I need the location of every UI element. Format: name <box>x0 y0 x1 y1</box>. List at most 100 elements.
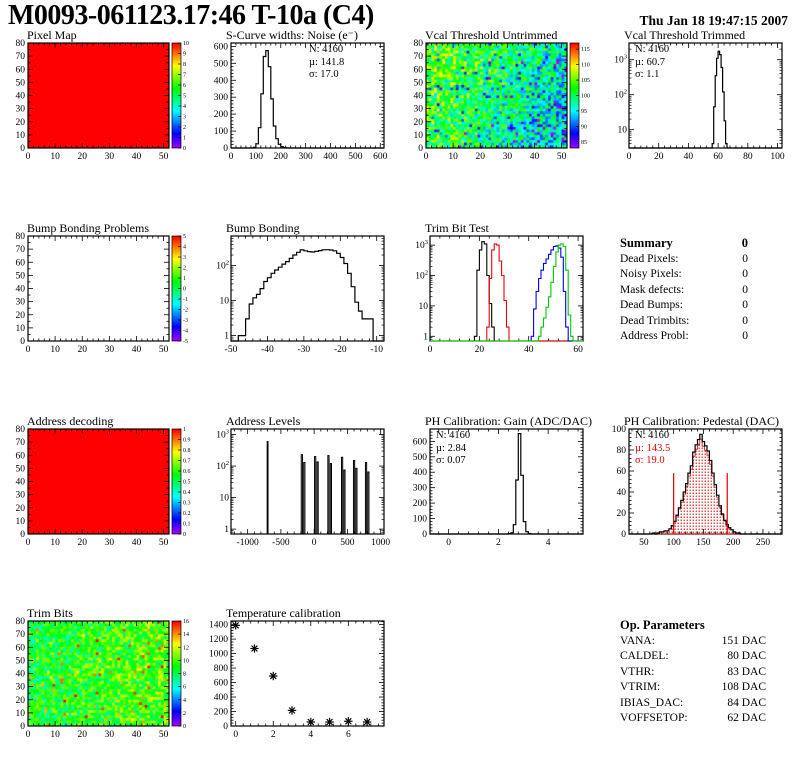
svg-text:90: 90 <box>581 124 587 130</box>
svg-text:30: 30 <box>503 152 513 162</box>
svg-text:40: 40 <box>132 730 142 740</box>
svg-text:60: 60 <box>617 467 627 477</box>
summary-row: Dead Pixels: 0 <box>620 252 748 268</box>
svg-text:100: 100 <box>612 425 627 435</box>
svg-text:80: 80 <box>414 39 424 49</box>
stats-sigma: σ: 17.0 <box>309 69 339 80</box>
plot-title: Address Levels <box>226 414 301 428</box>
op-parameter-row: VOFFSETOP: 62 DAC <box>620 711 766 727</box>
trim-bits-heatmap <box>28 621 169 726</box>
svg-text:20: 20 <box>16 118 26 128</box>
svg-text:6: 6 <box>346 730 351 740</box>
op-parameters-title: Op. Parameters <box>620 618 705 632</box>
svg-text:40: 40 <box>132 345 142 355</box>
summary-value: 0 <box>742 268 748 280</box>
stats-mean: µ: 141.8 <box>309 56 345 68</box>
summary-block: Summary 0 Dead Pixels: 0 Noisy Pixels: 0 M… <box>620 236 748 345</box>
vcal-untrimmed-heatmap <box>426 43 567 148</box>
op-value: 84 DAC <box>727 696 766 709</box>
op-value: 62 DAC <box>727 712 766 724</box>
svg-text:80: 80 <box>743 152 753 162</box>
svg-text:-20: -20 <box>334 345 347 355</box>
page-title: M0093-061123.17:46 T-10a (C4) <box>8 0 374 31</box>
plot-title: Temperature calibration <box>226 606 341 620</box>
plot-vcal-threshold-trimmed: 0 20 40 60 80 100 10 102 103 Vcal Threshold Trim… <box>599 28 795 168</box>
op-value: 80 DAC <box>727 650 766 662</box>
summary-label: Dead Bumps: <box>620 299 683 311</box>
svg-text:1400: 1400 <box>209 621 228 631</box>
svg-text:0: 0 <box>20 144 25 154</box>
svg-text:70: 70 <box>16 245 26 255</box>
summary-label: Dead Trimbits: <box>620 314 690 327</box>
svg-text:1: 1 <box>224 332 229 342</box>
svg-text:50: 50 <box>159 538 169 548</box>
svg-text:103: 103 <box>415 239 428 251</box>
svg-text:50: 50 <box>159 152 169 162</box>
stats-box: N: 4160 µ: 143.5 σ: 19.0 <box>635 430 670 468</box>
svg-text:0: 0 <box>26 538 31 548</box>
stats-mean: µ: 60.7 <box>635 56 665 68</box>
svg-text:70: 70 <box>16 438 26 448</box>
plot-trim-bit-test: 0 20 40 60 1 10 102 103 Trim Bit Test <box>400 221 596 361</box>
op-value: 83 DAC <box>727 665 766 678</box>
timestamp: Thu Jan 18 19:47:15 2007 <box>639 13 788 28</box>
svg-text:-5: -5 <box>183 339 188 345</box>
svg-text:103: 103 <box>614 54 627 66</box>
summary-label: Noisy Pixels: <box>620 268 682 280</box>
svg-text:0: 0 <box>26 152 31 162</box>
svg-text:0: 0 <box>422 530 427 540</box>
svg-text:2: 2 <box>496 538 501 548</box>
op-value: 151 DAC <box>721 634 766 647</box>
stats-n: N: 4160 <box>309 44 344 55</box>
svg-text:40: 40 <box>16 285 26 295</box>
plot-title: PH Calibration: Gain (ADC/DAC) <box>425 414 592 428</box>
svg-text:-10: -10 <box>370 345 383 355</box>
svg-text:20: 20 <box>414 118 424 128</box>
stats-sigma: σ: 0.07 <box>436 455 466 466</box>
svg-text:2: 2 <box>183 711 186 717</box>
svg-text:400: 400 <box>323 152 338 162</box>
trim-bit-test-canvas: 0 20 40 60 1 10 102 103 <box>415 235 584 355</box>
trim-bits-canvas: 0 2 4 6 8 10 12 14 16 0 10 20 30 40 50 0 10 20 30 40 50 60 70 8… <box>16 617 190 740</box>
stats-box: N: 4160 µ: 60.7 σ: 1.1 <box>635 44 669 82</box>
summary-value: 0 <box>742 314 748 327</box>
address-decoding-heatmap <box>28 429 169 534</box>
svg-text:250: 250 <box>756 538 771 548</box>
svg-text:50: 50 <box>16 464 26 474</box>
svg-text:0: 0 <box>26 730 31 740</box>
svg-text:0.8: 0.8 <box>183 448 191 454</box>
svg-text:102: 102 <box>216 260 229 272</box>
svg-text:30: 30 <box>16 491 26 501</box>
svg-text:0.2: 0.2 <box>183 511 191 517</box>
address-decoding-canvas: 00.10.20.30.40.50.60.70.80.910 10 20 30 40 50… <box>16 425 191 548</box>
svg-text:0: 0 <box>183 287 186 293</box>
svg-text:40: 40 <box>617 488 627 498</box>
svg-text:20: 20 <box>654 152 664 162</box>
svg-text:4: 4 <box>183 245 186 251</box>
svg-text:40: 40 <box>16 670 26 680</box>
svg-text:8: 8 <box>183 672 186 678</box>
svg-text:40: 40 <box>684 152 694 162</box>
svg-text:4: 4 <box>183 104 186 110</box>
svg-text:0.3: 0.3 <box>183 501 191 507</box>
svg-text:5: 5 <box>183 234 186 240</box>
svg-text:40: 40 <box>132 538 142 548</box>
svg-text:10: 10 <box>16 517 26 527</box>
svg-text:0: 0 <box>627 152 632 162</box>
svg-text:105: 105 <box>581 78 590 84</box>
colorbar <box>172 43 181 148</box>
svg-text:600: 600 <box>373 152 388 162</box>
svg-text:300: 300 <box>214 93 229 103</box>
plot-address-decoding: 0 0.1 0.2 0.3 0.4 0.5 0.6 0.7 0.8 0.9 1 0 10 20 30 40 50… <box>2 414 198 554</box>
svg-text:1000: 1000 <box>209 650 228 660</box>
svg-text:0: 0 <box>312 538 317 548</box>
svg-text:50: 50 <box>159 345 169 355</box>
op-parameter-row: VANA: 151 DAC <box>620 634 766 650</box>
svg-text:110: 110 <box>581 63 590 69</box>
svg-text:30: 30 <box>16 683 26 693</box>
svg-text:50: 50 <box>414 78 424 88</box>
svg-text:400: 400 <box>214 693 229 703</box>
svg-text:1: 1 <box>183 276 186 282</box>
